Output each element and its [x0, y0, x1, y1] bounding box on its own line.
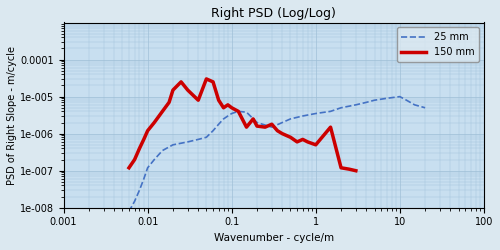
150 mm	[225, 103, 231, 106]
25 mm	[364, 101, 370, 104]
25 mm	[216, 123, 222, 126]
25 mm	[220, 118, 226, 120]
25 mm	[404, 99, 409, 102]
150 mm	[210, 80, 216, 83]
25 mm	[269, 126, 275, 129]
150 mm	[269, 123, 275, 126]
25 mm	[372, 99, 378, 102]
25 mm	[328, 110, 334, 113]
25 mm	[254, 121, 260, 124]
150 mm	[220, 106, 226, 109]
150 mm	[136, 147, 142, 150]
X-axis label: Wavenumber - cycle/m: Wavenumber - cycle/m	[214, 233, 334, 243]
150 mm	[353, 169, 359, 172]
Line: 150 mm: 150 mm	[129, 79, 356, 171]
150 mm	[300, 138, 306, 141]
Line: 25 mm: 25 mm	[114, 96, 425, 234]
150 mm	[126, 166, 132, 169]
150 mm	[204, 78, 210, 80]
25 mm	[338, 106, 344, 109]
150 mm	[338, 166, 344, 169]
25 mm	[244, 111, 250, 114]
150 mm	[228, 106, 234, 109]
25 mm	[236, 110, 242, 113]
150 mm	[294, 140, 300, 143]
25 mm	[397, 95, 403, 98]
Y-axis label: PSD of Right Slope - m/cycle: PSD of Right Slope - m/cycle	[7, 46, 17, 185]
25 mm	[225, 114, 231, 117]
150 mm	[152, 121, 158, 124]
25 mm	[195, 138, 201, 141]
25 mm	[141, 178, 147, 180]
25 mm	[288, 118, 294, 120]
150 mm	[132, 158, 138, 161]
25 mm	[312, 112, 318, 115]
25 mm	[132, 200, 138, 203]
25 mm	[126, 210, 132, 213]
150 mm	[170, 88, 176, 92]
150 mm	[274, 129, 280, 132]
150 mm	[312, 143, 318, 146]
150 mm	[195, 99, 201, 102]
25 mm	[384, 97, 390, 100]
150 mm	[141, 138, 147, 141]
150 mm	[178, 80, 184, 83]
150 mm	[280, 132, 285, 135]
25 mm	[204, 136, 210, 139]
25 mm	[152, 158, 158, 161]
25 mm	[353, 103, 359, 106]
25 mm	[300, 114, 306, 117]
Title: Right PSD (Log/Log): Right PSD (Log/Log)	[212, 7, 336, 20]
150 mm	[160, 110, 166, 113]
150 mm	[346, 168, 352, 171]
150 mm	[244, 126, 250, 129]
25 mm	[280, 121, 285, 124]
150 mm	[328, 126, 334, 129]
150 mm	[262, 126, 268, 129]
25 mm	[412, 103, 418, 106]
25 mm	[111, 232, 117, 235]
150 mm	[144, 129, 150, 132]
25 mm	[160, 149, 166, 152]
150 mm	[304, 140, 310, 143]
25 mm	[170, 143, 176, 146]
25 mm	[228, 112, 234, 115]
25 mm	[210, 129, 216, 132]
150 mm	[184, 88, 190, 92]
150 mm	[166, 101, 172, 104]
150 mm	[250, 118, 256, 120]
150 mm	[254, 124, 260, 128]
Legend: 25 mm, 150 mm: 25 mm, 150 mm	[396, 27, 479, 62]
25 mm	[144, 166, 150, 169]
150 mm	[288, 136, 294, 139]
25 mm	[184, 140, 190, 143]
150 mm	[236, 110, 242, 113]
25 mm	[120, 221, 126, 224]
25 mm	[422, 106, 428, 109]
25 mm	[136, 188, 142, 192]
150 mm	[216, 99, 222, 102]
